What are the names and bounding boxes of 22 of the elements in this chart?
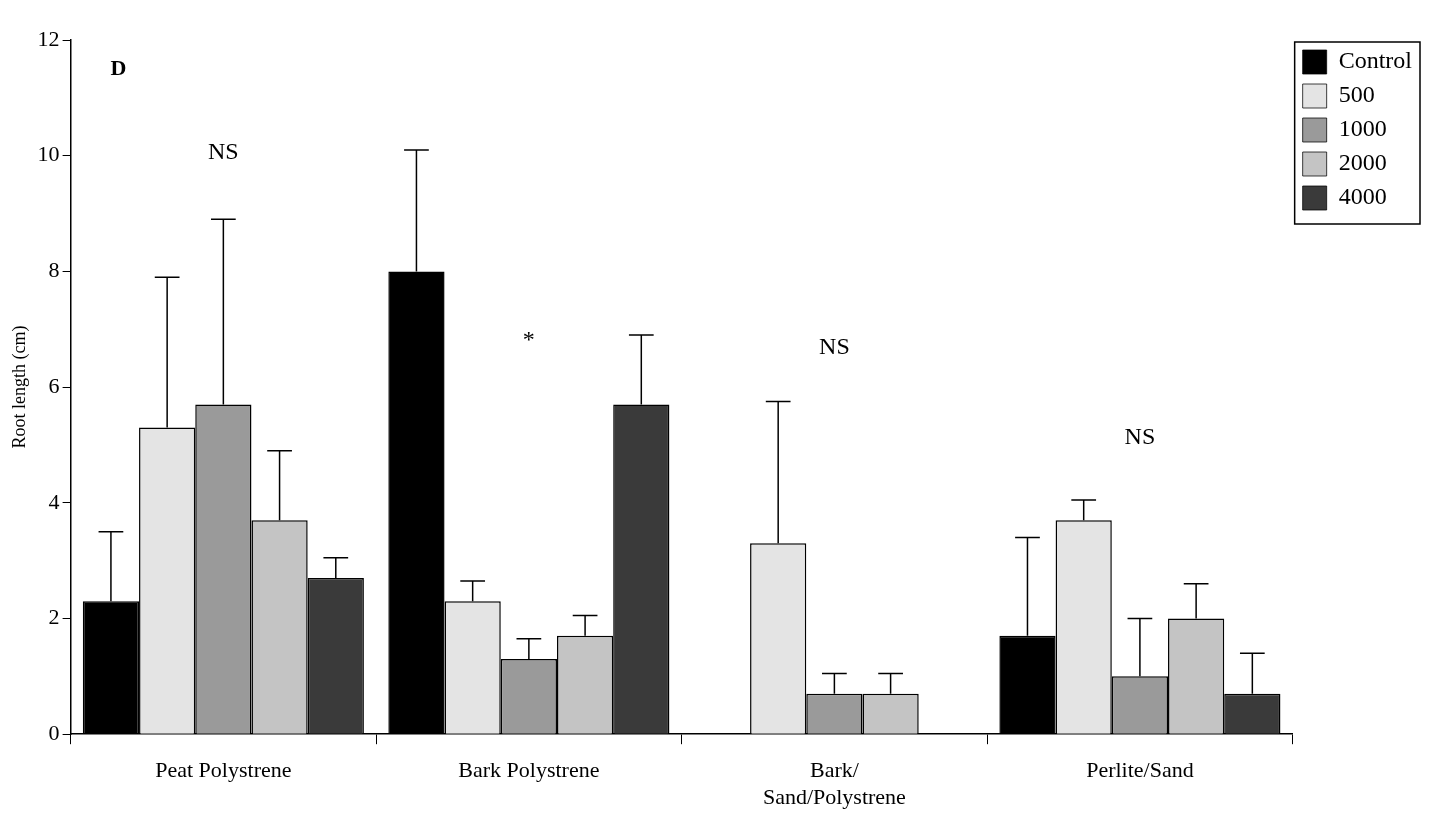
- y-tick-label: 6: [48, 372, 60, 398]
- annotation: NS: [1124, 422, 1156, 449]
- y-tick-label: 2: [48, 604, 60, 630]
- y-tick-label: 4: [48, 488, 60, 514]
- x-tick-label: Perlite/Sand: [1086, 757, 1194, 783]
- x-tick-label: Bark/ Sand/Polystrene: [762, 757, 906, 809]
- legend-label: 4000: [1338, 183, 1387, 210]
- annotation: NS: [819, 332, 850, 359]
- legend-label: 1000: [1338, 115, 1387, 142]
- x-tick-label: Peat Polystrene: [155, 757, 292, 783]
- legend-label: Control: [1338, 47, 1413, 74]
- annotation: NS: [208, 138, 239, 165]
- y-tick-label: 12: [37, 25, 60, 51]
- y-tick-label: 8: [48, 257, 60, 283]
- x-tick-label: Bark Polystrene: [458, 757, 600, 783]
- y-axis-title: Root length (cm): [8, 325, 30, 449]
- y-tick-label: 10: [37, 141, 60, 167]
- annotation: *: [522, 325, 535, 352]
- y-tick-label: 0: [48, 719, 60, 745]
- annotation: D: [110, 54, 127, 80]
- legend-label: 2000: [1338, 149, 1387, 176]
- legend-label: 500: [1338, 81, 1375, 108]
